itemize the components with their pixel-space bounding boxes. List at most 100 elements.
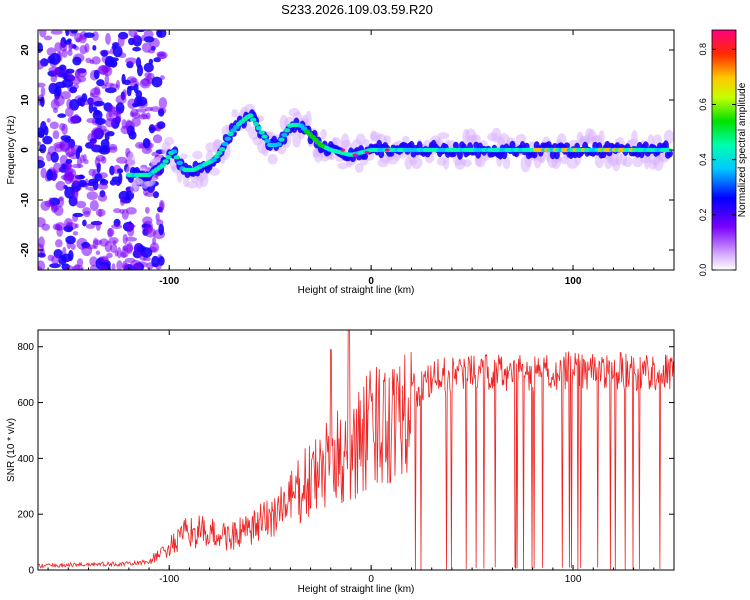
noise-blob [61, 123, 68, 135]
ridge-halo [502, 156, 511, 170]
snr-panel: -100 0 100 0 200 400 600 800 Height of straight… [6, 329, 675, 595]
noise-blob [157, 30, 162, 38]
noise-blob [40, 96, 45, 108]
snr-series-line [37, 329, 675, 570]
noise-blob [131, 112, 141, 119]
snr-xtick-label: -100 [159, 574, 179, 585]
ridge-core [255, 126, 263, 131]
ridge-core [258, 130, 265, 135]
noise-blob [155, 213, 160, 222]
noise-blob [116, 168, 124, 174]
noise-blob [126, 242, 134, 254]
ridge-peak [384, 148, 390, 152]
colorbar-label: Normalized spectral amplitude [737, 82, 748, 217]
ridge-halo [179, 153, 188, 160]
noise-blob [85, 223, 96, 229]
noise-blob [38, 159, 46, 169]
ridge-peak [364, 150, 370, 155]
noise-blob [107, 227, 115, 237]
noise-blob [69, 86, 78, 94]
noise-blob [143, 62, 154, 73]
noise-blob [38, 82, 46, 88]
snr-xtick-label: 0 [368, 574, 374, 585]
ridge-halo [305, 110, 312, 128]
noise-blob [149, 106, 162, 112]
ridge-halo [199, 171, 209, 188]
noise-blob [125, 186, 132, 192]
noise-blob [97, 183, 109, 190]
noise-blob [52, 107, 58, 114]
noise-blob [133, 32, 139, 42]
colorbar-tick-label: 0.8 [698, 43, 708, 56]
noise-blob [63, 40, 72, 45]
ridge-core [176, 160, 183, 165]
spectrogram-ytick-label: 20 [20, 44, 31, 56]
ridge-core [218, 147, 226, 152]
noise-blob [78, 179, 87, 188]
noise-blob [40, 200, 51, 211]
noise-blob [63, 225, 74, 233]
noise-blob [151, 76, 163, 88]
snr-ytick-label: 600 [17, 398, 34, 409]
noise-blob [94, 117, 106, 125]
noise-blob [108, 146, 118, 153]
noise-blob [94, 109, 101, 116]
noise-blob [55, 222, 66, 231]
noise-blob [83, 159, 89, 165]
ridge-halo [622, 156, 633, 168]
ridge-peak [352, 153, 358, 157]
noise-blob [157, 51, 168, 59]
noise-blob [51, 205, 60, 212]
noise-blob [50, 151, 59, 163]
spectrogram-xtick-label: 0 [368, 276, 374, 287]
colorbar-tick-label: 0.0 [698, 264, 708, 277]
ridge-core [230, 128, 237, 133]
noise-blob [40, 86, 46, 97]
noise-blob [124, 223, 136, 229]
noise-blob [143, 30, 154, 39]
noise-blob [79, 44, 88, 55]
noise-blob [94, 173, 103, 182]
noise-blob [58, 196, 64, 202]
snr-ytick-label: 800 [17, 342, 34, 353]
noise-blob [93, 100, 105, 107]
noise-blob [148, 126, 157, 132]
noise-blob [142, 137, 151, 149]
noise-blob [49, 52, 61, 65]
noise-blob [100, 156, 107, 164]
noise-blob [70, 243, 76, 250]
noise-blob [46, 118, 51, 123]
ridge-band [553, 150, 560, 160]
noise-blob [130, 259, 142, 270]
noise-blob [86, 191, 98, 201]
noise-blob [149, 242, 160, 253]
spectrogram-ylabel: Frequency (Hz) [6, 116, 17, 185]
noise-blob [109, 179, 117, 186]
ridge-core [281, 132, 288, 138]
snr-ytick-label: 400 [17, 454, 34, 465]
noise-blob [152, 236, 157, 246]
noise-blob [127, 226, 135, 237]
chart-title: S233.2026.109.03.59.R20 [281, 2, 433, 17]
noise-blob [122, 262, 130, 270]
noise-blob [136, 245, 147, 253]
noise-blob [51, 255, 60, 265]
noise-blob [65, 151, 75, 158]
noise-blob [108, 237, 119, 244]
noise-blob [67, 49, 73, 56]
noise-blob [122, 89, 127, 99]
noise-blob [53, 162, 62, 173]
noise-blob [78, 34, 87, 44]
noise-blob [77, 75, 87, 83]
noise-blob [120, 125, 131, 135]
noise-blob [65, 68, 75, 74]
snr-frame [37, 329, 675, 571]
noise-blob [100, 50, 109, 57]
ridge-core [275, 142, 282, 147]
noise-blob [111, 263, 116, 270]
noise-blob [74, 69, 80, 79]
noise-blob [128, 37, 135, 46]
noise-blob [39, 30, 47, 38]
